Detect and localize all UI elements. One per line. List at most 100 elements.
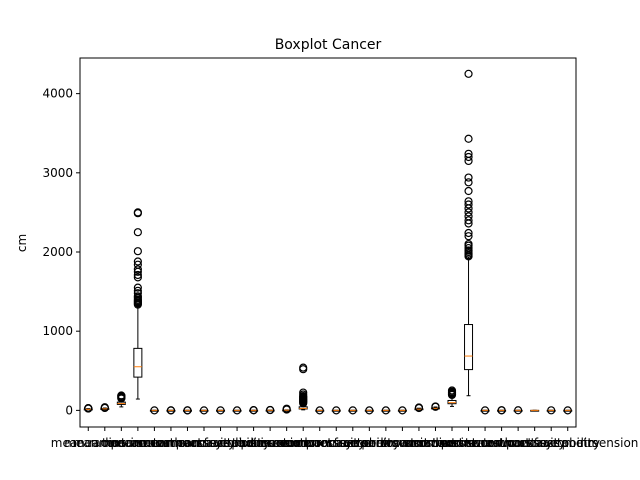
flier-point [299, 363, 308, 372]
y-tick-label: 2000 [42, 245, 73, 259]
flier-point [464, 212, 473, 221]
box-23 [447, 386, 457, 407]
box-18 [364, 406, 374, 415]
x-tick-label: worst fractal dimension [497, 436, 638, 450]
flier-point [232, 406, 242, 415]
y-axis: 0 1000 2000 3000 4000 [42, 87, 80, 417]
flier-point [464, 200, 473, 209]
flier-point [183, 406, 192, 415]
box-29 [546, 406, 556, 415]
flier-point [315, 406, 324, 415]
box-3 [116, 391, 126, 408]
x-tick-label: worst compactness [443, 436, 559, 450]
flier-point [381, 406, 390, 415]
x-tick-label: worst perimeter [404, 436, 500, 450]
flier-point [464, 243, 473, 253]
box-15 [315, 406, 325, 415]
box-7 [182, 406, 192, 415]
box-25 [480, 406, 490, 415]
box-6 [166, 406, 176, 415]
x-tick-label: worst concave points [471, 436, 599, 450]
flier-point [447, 386, 457, 395]
x-tick-label: perimeter error [241, 436, 333, 450]
flier-point [133, 273, 142, 282]
box-12 [265, 405, 275, 415]
x-tick-label: worst area [437, 436, 501, 450]
flier-point [398, 406, 407, 415]
flier-point [133, 283, 142, 292]
box-30 [563, 406, 573, 415]
flier-point [464, 246, 473, 255]
y-tick-label: 1000 [42, 324, 73, 338]
box-28 [530, 409, 540, 412]
x-tick-label: mean fractal dimension [166, 436, 308, 450]
box-11 [249, 406, 259, 415]
x-tick-label: mean symmetry [171, 436, 270, 450]
box-21 [414, 403, 424, 413]
box-13 [282, 404, 292, 414]
flier-point [464, 197, 473, 206]
flier-point [282, 404, 291, 413]
flier-point [133, 260, 142, 269]
flier-point [84, 404, 93, 413]
y-tick-label: 4000 [42, 87, 73, 101]
flier-point [117, 391, 126, 400]
box-4 [133, 208, 143, 400]
x-tick-label: area error [273, 436, 333, 450]
flier-point [133, 257, 142, 266]
flier-point [133, 208, 142, 217]
x-tick-label: mean radius [51, 436, 126, 450]
chart-title: Boxplot Cancer [275, 37, 382, 53]
flier-point [563, 406, 572, 415]
box-17 [348, 406, 358, 415]
flier-point [133, 247, 142, 256]
x-tick-label: mean texture [64, 436, 145, 450]
flier-point [431, 402, 440, 411]
box-body [447, 399, 457, 405]
y-tick-label: 0 [65, 403, 73, 417]
x-tick-label: mean area [106, 436, 171, 450]
flier-point [480, 406, 490, 415]
box-2 [100, 403, 110, 413]
x-tick-label: radius error [219, 436, 289, 450]
flier-point [464, 152, 473, 162]
y-axis-label: cm [15, 234, 29, 252]
box-16 [331, 406, 341, 415]
box-20 [397, 406, 407, 415]
flier-point [464, 239, 473, 249]
x-tick-label: mean perimeter [73, 436, 170, 450]
x-tick-label: texture error [232, 436, 308, 450]
box-1 [83, 404, 93, 413]
x-tick-label: worst texture [395, 436, 475, 450]
axes-frame [79, 57, 577, 428]
box-19 [381, 406, 391, 415]
flier-point [464, 216, 473, 225]
x-tick-label: compactness error [280, 436, 392, 450]
flier-point [464, 173, 473, 182]
flier-point [464, 186, 473, 196]
x-tick-label: worst concavity [471, 436, 566, 450]
y-tick-label: 3000 [42, 166, 73, 180]
flier-point [514, 406, 523, 415]
x-tick-label: mean concavity [140, 436, 236, 450]
box-8 [199, 406, 209, 415]
flier-point [216, 406, 225, 415]
flier-point [133, 289, 142, 298]
x-tick-label: worst smoothness [430, 436, 539, 450]
flier-point [547, 406, 556, 415]
x-tick-label: fractal dimension error [334, 436, 471, 450]
flier-point [133, 292, 142, 301]
flier-point [133, 228, 142, 237]
box-body [464, 324, 474, 371]
box-22 [430, 402, 440, 411]
flier-point [497, 406, 506, 415]
x-tick-label: worst radius [382, 436, 456, 450]
flier-point [414, 403, 424, 412]
flier-point [266, 405, 275, 415]
box-5 [149, 406, 159, 415]
flier-point [199, 406, 209, 415]
x-tick-label: concavity error [307, 436, 398, 450]
box-body [133, 347, 143, 378]
flier-point [100, 403, 109, 412]
